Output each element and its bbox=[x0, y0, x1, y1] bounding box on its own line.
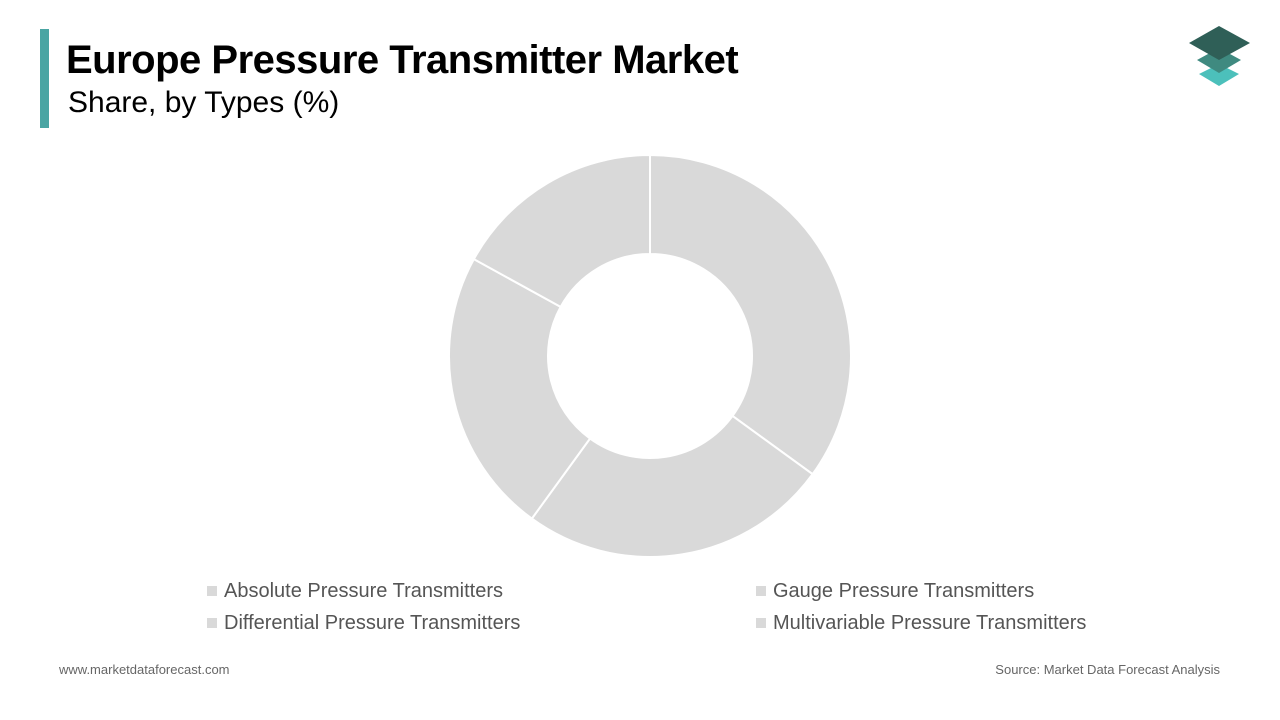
logo-layer-middle bbox=[1197, 48, 1241, 73]
legend-swatch bbox=[756, 618, 766, 628]
legend-label: Differential Pressure Transmitters bbox=[224, 611, 521, 634]
title-accent-bar bbox=[40, 29, 49, 128]
donut-slice-3 bbox=[448, 257, 592, 521]
legend-item: Differential Pressure Transmitters bbox=[207, 610, 520, 636]
page-title: Europe Pressure Transmitter Market bbox=[66, 38, 739, 82]
source-note: Source: Market Data Forecast Analysis bbox=[995, 662, 1220, 677]
legend-item: Gauge Pressure Transmitters bbox=[756, 578, 1034, 604]
legend-swatch bbox=[207, 618, 217, 628]
logo-layer-top bbox=[1189, 26, 1250, 60]
donut-slice-4 bbox=[472, 153, 651, 309]
donut-slice-2 bbox=[530, 414, 815, 558]
legend-item: Multivariable Pressure Transmitters bbox=[756, 610, 1086, 636]
legend-item: Absolute Pressure Transmitters bbox=[207, 578, 503, 604]
website-link[interactable]: www.marketdataforecast.com bbox=[59, 662, 230, 677]
legend-label: Absolute Pressure Transmitters bbox=[224, 579, 503, 602]
chart-legend: Absolute Pressure Transmitters Gauge Pre… bbox=[207, 578, 1167, 642]
legend-label: Gauge Pressure Transmitters bbox=[773, 579, 1035, 602]
legend-label: Multivariable Pressure Transmitters bbox=[773, 611, 1087, 634]
legend-swatch bbox=[207, 586, 217, 596]
legend-swatch bbox=[756, 586, 766, 596]
donut-slice-1 bbox=[649, 153, 852, 476]
donut-chart bbox=[448, 153, 852, 558]
page-subtitle: Share, by Types (%) bbox=[68, 86, 340, 119]
logo-layer-bottom bbox=[1199, 64, 1239, 86]
stacked-layers-icon bbox=[1189, 26, 1250, 86]
